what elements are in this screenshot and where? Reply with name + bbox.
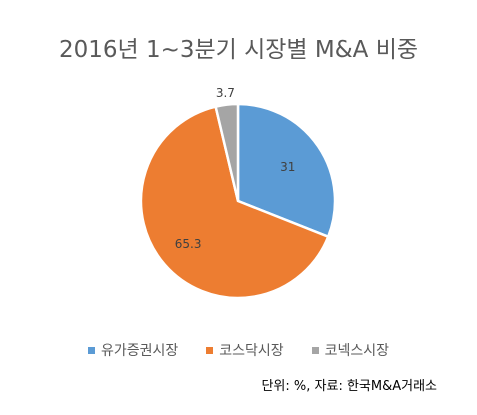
legend-item-0: 유가증권시장 bbox=[87, 340, 179, 360]
data-label-2: 3.7 bbox=[216, 86, 235, 100]
data-label-1: 65.3 bbox=[175, 237, 202, 251]
legend-label: 유가증권시장 bbox=[100, 343, 179, 359]
pie-slice-1 bbox=[139, 105, 330, 300]
pie-slice-0 bbox=[236, 102, 337, 239]
legend-label: 코넥스시장 bbox=[324, 343, 390, 359]
legend-swatch bbox=[206, 346, 214, 354]
source-note: 단위: %, 자료: 한국M&A거래소 bbox=[261, 379, 437, 394]
legend-swatch bbox=[311, 346, 319, 354]
legend-item-2: 코넥스시장 bbox=[311, 340, 390, 360]
legend-item-1: 코스닥시장 bbox=[206, 340, 284, 360]
data-label-0: 31 bbox=[280, 160, 295, 174]
legend-swatch bbox=[87, 346, 95, 354]
pie-slice-2 bbox=[214, 102, 240, 202]
legend-label: 코스닥시장 bbox=[219, 343, 284, 359]
chart-title: 2016년 1~3분기 시장별 M&A 비중 bbox=[58, 37, 419, 63]
legend: 유가증권시장 코스닥시장 코넥스시장 bbox=[0, 340, 477, 360]
